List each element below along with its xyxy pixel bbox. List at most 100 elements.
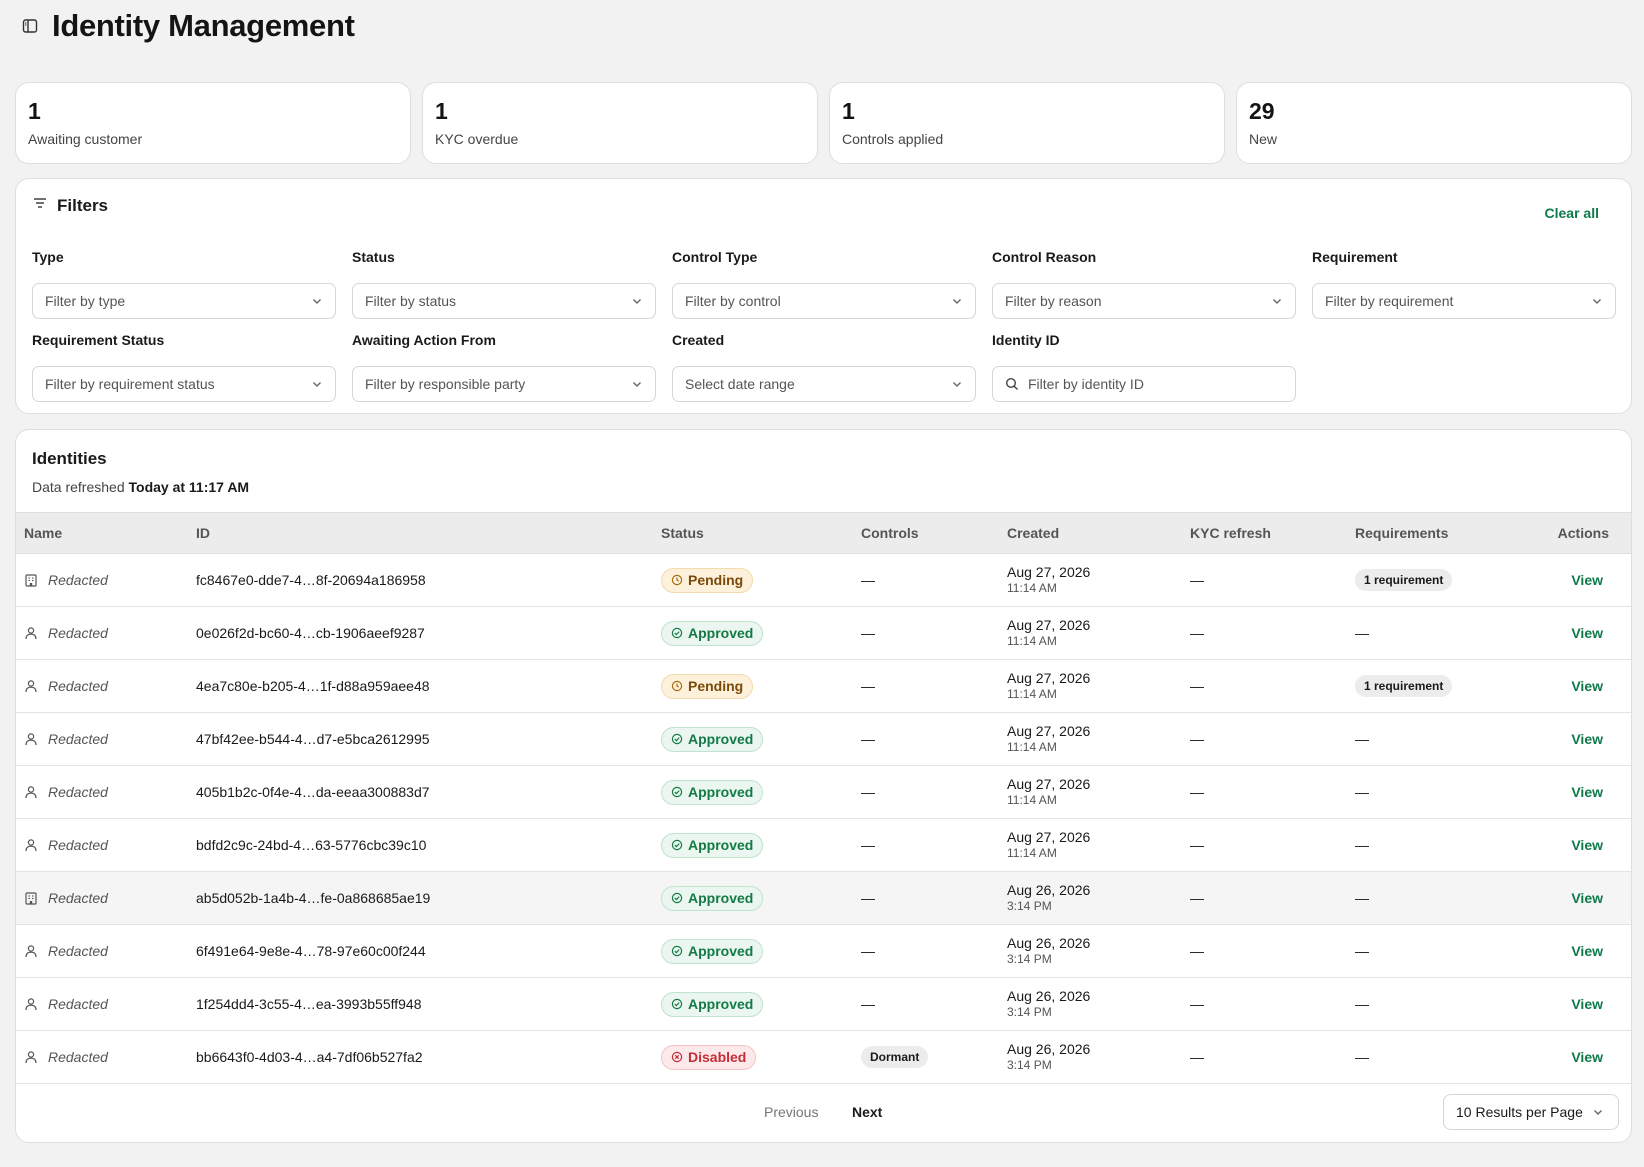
select-placeholder: Filter by type — [45, 293, 126, 309]
filter-label: Awaiting Action From — [352, 332, 496, 348]
identity-id: bb6643f0-4d03-4…a4-7df06b527fa2 — [196, 1049, 423, 1065]
identities-table-card: Identities Data refreshed Today at 11:17… — [15, 429, 1632, 1143]
table-row[interactable]: Redacted 405b1b2c-0f4e-4…da-eeaa300883d7 A… — [16, 766, 1631, 819]
table-row[interactable]: Redacted bb6643f0-4d03-4…a4-7df06b527fa2 D… — [16, 1031, 1631, 1084]
requirement-badge[interactable]: 1 requirement — [1355, 675, 1453, 697]
status-cell: Approved — [661, 819, 861, 872]
status-text: Approved — [688, 625, 754, 641]
identity-id-search-input[interactable]: Filter by identity ID — [992, 366, 1296, 402]
column-header-controls[interactable]: Controls — [861, 512, 1007, 554]
view-button[interactable]: View — [1571, 890, 1603, 906]
view-button[interactable]: View — [1571, 943, 1603, 959]
clock-icon — [671, 680, 683, 692]
chevron-down-icon — [313, 382, 321, 387]
controls-cell: — — [861, 925, 1007, 978]
table-row[interactable]: Redacted 6f491e64-9e8e-4…78-97e60c00f244 A… — [16, 925, 1631, 978]
column-header-created[interactable]: Created — [1007, 512, 1190, 554]
filter-requirement-status: Requirement Status Filter by requirement… — [32, 332, 336, 402]
control-reason-select[interactable]: Filter by reason — [992, 283, 1296, 319]
controls-empty: — — [861, 731, 875, 747]
requirement-status-select[interactable]: Filter by requirement status — [32, 366, 336, 402]
view-button[interactable]: View — [1571, 996, 1603, 1012]
chevron-down-icon — [633, 382, 641, 387]
view-button[interactable]: View — [1571, 784, 1603, 800]
identity-name: Redacted — [48, 996, 108, 1012]
view-button[interactable]: View — [1571, 1049, 1603, 1065]
actions-cell: View — [1551, 554, 1631, 607]
previous-page-button[interactable]: Previous — [764, 1104, 819, 1120]
control-type-select[interactable]: Filter by control — [672, 283, 976, 319]
type-select[interactable]: Filter by type — [32, 283, 336, 319]
responsible-party-select[interactable]: Filter by responsible party — [352, 366, 656, 402]
controls-cell: — — [861, 554, 1007, 607]
created-time: 11:14 AM — [1007, 793, 1057, 807]
actions-cell: View — [1551, 872, 1631, 925]
actions-cell: View — [1551, 660, 1631, 713]
created-time: 11:14 AM — [1007, 687, 1057, 701]
stat-card-controls-applied[interactable]: 1 Controls applied — [829, 82, 1225, 164]
x-circle-icon — [671, 1051, 683, 1063]
created-time: 11:14 AM — [1007, 740, 1057, 754]
view-button[interactable]: View — [1571, 731, 1603, 747]
status-badge: Approved — [661, 779, 764, 805]
filter-control-type: Control Type Filter by control — [672, 249, 976, 319]
stat-label: New — [1249, 131, 1278, 147]
name-cell: Redacted — [16, 607, 196, 660]
stat-card-new[interactable]: 29 New — [1236, 82, 1632, 164]
filters-title: Filters — [57, 195, 109, 215]
filter-control-reason: Control Reason Filter by reason — [992, 249, 1296, 319]
controls-empty: — — [861, 784, 875, 800]
next-page-button[interactable]: Next — [852, 1104, 883, 1120]
view-button[interactable]: View — [1571, 625, 1603, 641]
table-row[interactable]: Redacted 1f254dd4-3c55-4…ea-3993b55ff948 A… — [16, 978, 1631, 1031]
filter-label: Control Reason — [992, 249, 1097, 265]
requirements-cell: — — [1355, 978, 1551, 1031]
table-row[interactable]: Redacted bdfd2c9c-24bd-4…63-5776cbc39c10 A… — [16, 819, 1631, 872]
stat-card-kyc-overdue[interactable]: 1 KYC overdue — [422, 82, 818, 164]
column-header-name[interactable]: Name — [16, 512, 196, 554]
created-cell: Aug 27, 2026 11:14 AM — [1007, 607, 1190, 660]
status-select[interactable]: Filter by status — [352, 283, 656, 319]
identity-id: 4ea7c80e-b205-4…1f-d88a959aee48 — [196, 678, 430, 694]
view-button[interactable]: View — [1571, 572, 1603, 588]
stat-value: 1 — [28, 98, 41, 124]
table-row[interactable]: Redacted fc8467e0-dde7-4…8f-20694a186958 P… — [16, 554, 1631, 607]
table-title: Identities — [32, 449, 107, 468]
name-cell: Redacted — [16, 1031, 196, 1084]
requirements-cell: 1 requirement — [1355, 660, 1551, 713]
person-icon — [24, 1050, 38, 1064]
table-row[interactable]: Redacted 47bf42ee-b544-4…d7-e5bca2612995 A… — [16, 713, 1631, 766]
table-row[interactable]: Redacted 0e026f2d-bc60-4…cb-1906aeef9287 A… — [16, 607, 1631, 660]
check-circle-icon — [671, 627, 683, 639]
date-range-select[interactable]: Select date range — [672, 366, 976, 402]
filter-label: Control Type — [672, 249, 758, 265]
sidebar-toggle-icon[interactable] — [22, 18, 38, 34]
kyc-refresh-cell: — — [1190, 1049, 1204, 1065]
controls-empty: — — [861, 678, 875, 694]
kyc-refresh-cell: — — [1190, 784, 1204, 800]
refresh-time: Today at 11:17 AM — [128, 479, 250, 495]
select-placeholder: Filter by control — [685, 293, 781, 309]
requirement-select[interactable]: Filter by requirement — [1312, 283, 1616, 319]
table-row[interactable]: Redacted ab5d052b-1a4b-4…fe-0a868685ae19 A… — [16, 871, 1631, 925]
column-header-status[interactable]: Status — [661, 512, 861, 554]
requirement-badge[interactable]: 1 requirement — [1355, 569, 1453, 591]
status-text: Pending — [688, 572, 744, 588]
clear-all-button[interactable]: Clear all — [1544, 205, 1599, 221]
view-button[interactable]: View — [1571, 678, 1603, 694]
results-per-page-select[interactable]: 10 Results per Page — [1443, 1094, 1619, 1130]
filter-label: Identity ID — [992, 332, 1060, 348]
column-header-id[interactable]: ID — [196, 512, 661, 554]
stat-card-awaiting-customer[interactable]: 1 Awaiting customer — [15, 82, 411, 164]
kyc-refresh-cell: — — [1190, 625, 1204, 641]
filter-label: Requirement Status — [32, 332, 165, 348]
table-row[interactable]: Redacted 4ea7c80e-b205-4…1f-d88a959aee48 P… — [16, 660, 1631, 713]
select-placeholder: Select date range — [685, 376, 795, 392]
stat-label: Controls applied — [842, 131, 944, 147]
column-header-kyc-refresh[interactable]: KYC refresh — [1190, 512, 1355, 554]
filter-identity-id: Identity ID Filter by identity ID — [992, 332, 1296, 402]
column-header-requirements[interactable]: Requirements — [1355, 512, 1551, 554]
created-cell: Aug 27, 2026 11:14 AM — [1007, 554, 1190, 607]
view-button[interactable]: View — [1571, 837, 1603, 853]
refresh-prefix: Data refreshed — [32, 479, 125, 495]
